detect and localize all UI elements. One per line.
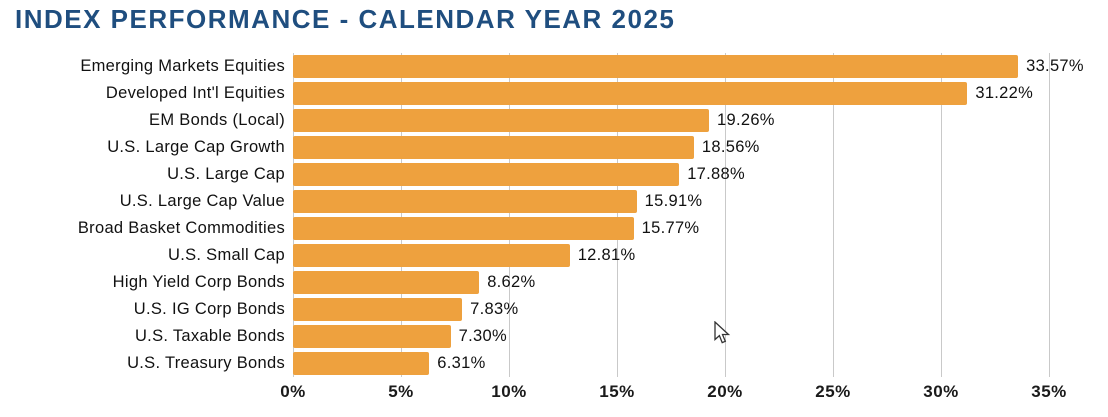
mouse-cursor [714, 321, 731, 344]
bar-row: EM Bonds (Local) 19.26% [0, 107, 1108, 134]
chart-title: INDEX PERFORMANCE - CALENDAR YEAR 2025 [15, 4, 676, 34]
x-tick-label: 10% [491, 382, 527, 401]
bar-rows: Emerging Markets Equities 33.57% Developed… [0, 53, 1108, 377]
bar-row: Developed Int'l Equities 31.22% [0, 80, 1108, 107]
x-tick-label: 5% [388, 382, 414, 401]
bar [293, 163, 680, 186]
x-tick-label: 15% [599, 382, 635, 401]
bar [293, 109, 710, 132]
gridline-25 [833, 53, 834, 377]
bar-row: U.S. IG Corp Bonds 7.83% [0, 296, 1108, 323]
bar-row: U.S. Taxable Bonds 7.30% [0, 323, 1108, 350]
value-label: 7.30% [458, 327, 507, 345]
value-label: 31.22% [975, 84, 1034, 102]
bar [293, 352, 430, 375]
gridlines [293, 53, 1050, 377]
x-tick-label: 0% [280, 382, 306, 401]
category-label: U.S. IG Corp Bonds [133, 300, 285, 318]
x-tick-label: 20% [707, 382, 743, 401]
value-label: 19.26% [717, 111, 775, 129]
bar [293, 82, 968, 105]
gridline-10 [509, 53, 510, 377]
bar [293, 190, 637, 213]
bar-row: High Yield Corp Bonds 8.62% [0, 269, 1108, 296]
gridline-0 [293, 53, 294, 377]
x-tick-label: 25% [815, 382, 851, 401]
value-label: 15.77% [641, 219, 700, 237]
value-label: 15.91% [644, 192, 703, 210]
category-label: U.S. Small Cap [168, 246, 285, 264]
bar [293, 244, 570, 267]
gridline-30 [941, 53, 942, 377]
bar [293, 325, 451, 348]
bar-row: Emerging Markets Equities 33.57% [0, 53, 1108, 80]
bar-row: U.S. Large Cap Growth 18.56% [0, 134, 1108, 161]
bar-row: U.S. Small Cap 12.81% [0, 242, 1108, 269]
x-tick-label: 30% [923, 382, 959, 401]
category-label: U.S. Large Cap [167, 165, 285, 183]
category-label: Developed Int'l Equities [105, 84, 285, 102]
value-label: 6.31% [437, 354, 486, 372]
category-label: High Yield Corp Bonds [112, 273, 285, 291]
value-label: 17.88% [687, 165, 745, 183]
bar-row: U.S. Large Cap Value 15.91% [0, 188, 1108, 215]
category-label: EM Bonds (Local) [149, 111, 285, 129]
value-label: 8.62% [487, 273, 536, 291]
x-tick-label: 35% [1031, 382, 1067, 401]
bar-row: U.S. Treasury Bonds 6.31% [0, 350, 1108, 377]
bar [293, 217, 634, 240]
category-label: U.S. Large Cap Value [119, 192, 285, 210]
bar-row: Broad Basket Commodities 15.77% [0, 215, 1108, 242]
bar-chart: Emerging Markets Equities 33.57% Developed… [0, 53, 1108, 413]
gridline-35 [1049, 53, 1050, 377]
value-label: 18.56% [701, 138, 760, 156]
bar [293, 271, 480, 294]
bar-row: U.S. Large Cap 17.88% [0, 161, 1108, 188]
gridline-5 [401, 53, 402, 377]
bar [293, 55, 1019, 78]
x-axis: 0% 5% 10% 15% 20% 25% 30% 35% [280, 382, 1066, 408]
category-label: Broad Basket Commodities [77, 219, 285, 237]
value-label: 7.83% [470, 300, 519, 318]
bar [293, 298, 463, 321]
category-label: U.S. Treasury Bonds [127, 354, 285, 372]
category-label: U.S. Taxable Bonds [134, 327, 285, 345]
bar [293, 136, 694, 159]
category-label: Emerging Markets Equities [80, 57, 285, 75]
value-label: 33.57% [1026, 57, 1084, 75]
value-label: 12.81% [577, 246, 636, 264]
gridline-20 [725, 53, 726, 377]
gridline-15 [617, 53, 618, 377]
category-label: U.S. Large Cap Growth [107, 138, 285, 156]
